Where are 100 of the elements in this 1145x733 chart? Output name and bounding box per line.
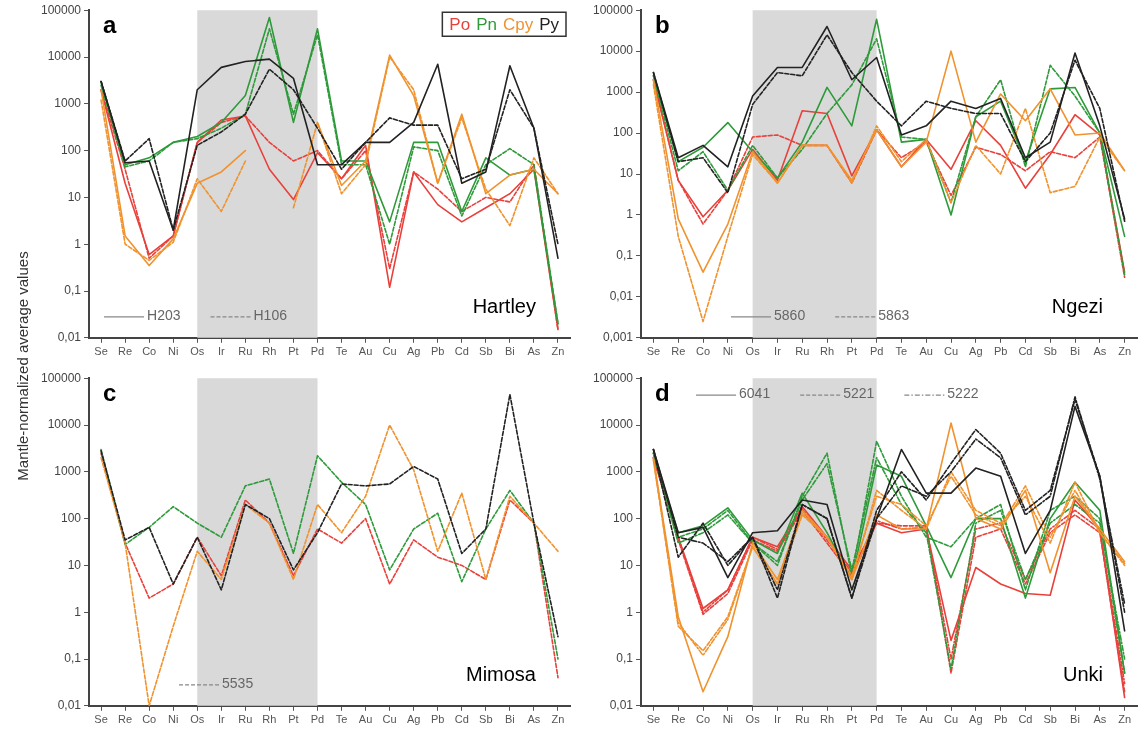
x-tick-label: Pt bbox=[288, 345, 299, 358]
x-tick-label: Re bbox=[118, 345, 133, 358]
y-tick-label: 100000 bbox=[593, 370, 634, 385]
x-tick-label: Re bbox=[118, 713, 133, 726]
y-tick-label: 10000 bbox=[47, 49, 82, 64]
y-tick-label: 100 bbox=[613, 125, 634, 140]
y-tick-label: 100000 bbox=[41, 370, 82, 385]
x-tick-label: Ni bbox=[168, 713, 179, 726]
y-tick-label: 1000 bbox=[54, 464, 82, 479]
y-tick-label: 100000 bbox=[41, 2, 82, 17]
x-tick-label: Sb bbox=[1043, 345, 1057, 358]
x-tick-label: Ir bbox=[217, 713, 225, 726]
x-tick-label: Zn bbox=[551, 713, 565, 726]
annotation: H203 bbox=[147, 306, 181, 323]
chart-title: b bbox=[655, 10, 670, 38]
x-tick-label: Ir bbox=[774, 713, 782, 726]
x-tick-label: Os bbox=[745, 345, 761, 358]
annotation: 6041 bbox=[739, 385, 771, 402]
y-tick-label: 1 bbox=[626, 207, 634, 222]
text: Py bbox=[539, 14, 560, 34]
y-tick-label: 1000 bbox=[606, 464, 634, 479]
x-tick-label: Ag bbox=[406, 713, 421, 726]
annotation: 5535 bbox=[222, 674, 254, 691]
x-tick-label: Re bbox=[671, 345, 686, 358]
x-tick-label: Au bbox=[919, 345, 933, 358]
x-tick-label: Cd bbox=[1018, 713, 1033, 726]
x-tick-label: Pb bbox=[431, 345, 445, 358]
x-tick-label: Cu bbox=[943, 345, 959, 358]
x-tick-label: Ir bbox=[217, 345, 225, 358]
y-tick-label: 0,01 bbox=[609, 698, 634, 713]
x-tick-label: Cu bbox=[943, 713, 959, 726]
x-tick-label: As bbox=[1093, 713, 1107, 726]
y-tick-label: 100 bbox=[61, 510, 82, 525]
chart-title: d bbox=[655, 378, 670, 406]
text: Hartley bbox=[472, 295, 536, 318]
x-tick-label: Au bbox=[919, 713, 933, 726]
x-tick-label: Ag bbox=[406, 345, 421, 358]
x-tick-label: Bi bbox=[504, 345, 515, 358]
y-tick-label: 100 bbox=[613, 510, 634, 525]
y-tick-label: 0,01 bbox=[57, 698, 82, 713]
x-tick-label: Te bbox=[895, 345, 908, 358]
x-tick-label: Bi bbox=[504, 713, 515, 726]
x-tick-label: Os bbox=[190, 345, 205, 358]
y-tick-label: 0,1 bbox=[616, 651, 634, 666]
x-tick-label: Se bbox=[646, 713, 661, 726]
x-tick-label: Pb bbox=[993, 345, 1008, 358]
x-tick-label: Au bbox=[358, 345, 373, 358]
x-tick-label: Se bbox=[646, 345, 661, 358]
x-tick-label: Re bbox=[671, 713, 686, 726]
x-tick-label: Pb bbox=[431, 713, 445, 726]
x-tick-label: Ag bbox=[969, 345, 983, 358]
x-tick-label: Cu bbox=[382, 345, 397, 358]
x-tick-label: Ni bbox=[722, 345, 734, 358]
text: Cpy bbox=[502, 14, 534, 34]
text: Po bbox=[449, 14, 471, 34]
y-tick-label: 10 bbox=[619, 166, 634, 181]
x-tick-label: Os bbox=[745, 713, 761, 726]
y-tick-label: 1000 bbox=[606, 84, 634, 99]
x-tick-label: Pd bbox=[869, 713, 884, 726]
x-tick-label: Co bbox=[696, 345, 711, 358]
x-tick-label: Pd bbox=[869, 345, 884, 358]
y-tick-label: 0,1 bbox=[64, 283, 82, 298]
x-tick-label: Ru bbox=[795, 713, 810, 726]
x-tick-label: Pt bbox=[846, 345, 858, 358]
y-tick-label: 100000 bbox=[593, 2, 634, 17]
x-tick-label: Cd bbox=[454, 345, 469, 358]
y-tick-label: 1 bbox=[626, 604, 634, 619]
y-tick-label: 10 bbox=[67, 557, 82, 572]
y-tick-label: 0,001 bbox=[603, 330, 634, 345]
x-tick-label: Pd bbox=[310, 345, 325, 358]
x-tick-label: Cd bbox=[1018, 345, 1033, 358]
x-tick-label: Rh bbox=[262, 713, 277, 726]
y-tick-label: 0,01 bbox=[57, 330, 82, 345]
x-tick-label: Se bbox=[94, 345, 108, 358]
x-tick-label: Ag bbox=[969, 713, 983, 726]
x-tick-label: Te bbox=[335, 345, 348, 358]
text: Mimosa bbox=[465, 663, 537, 686]
x-tick-label: Ru bbox=[795, 345, 810, 358]
x-tick-label: Os bbox=[190, 713, 205, 726]
y-tick-label: 1 bbox=[74, 604, 82, 619]
x-tick-label: Bi bbox=[1070, 345, 1080, 358]
text: Pn bbox=[476, 14, 497, 34]
y-tick-label: 10000 bbox=[599, 43, 634, 58]
chart-title: c bbox=[103, 378, 117, 406]
x-tick-label: Co bbox=[142, 345, 157, 358]
x-tick-label: Pt bbox=[846, 713, 858, 726]
x-tick-label: Bi bbox=[1070, 713, 1080, 726]
y-tick-label: 10000 bbox=[47, 417, 82, 432]
x-tick-label: Rh bbox=[820, 713, 835, 726]
x-tick-label: Zn bbox=[1118, 345, 1132, 358]
y-tick-label: 10000 bbox=[599, 417, 634, 432]
x-tick-label: Cd bbox=[454, 713, 469, 726]
x-tick-label: Zn bbox=[1118, 713, 1132, 726]
x-tick-label: Pb bbox=[993, 713, 1008, 726]
x-tick-label: Ni bbox=[722, 713, 734, 726]
annotation: H106 bbox=[253, 306, 288, 323]
x-tick-label: Se bbox=[94, 713, 108, 726]
chart-title: a bbox=[103, 10, 118, 38]
x-tick-label: Sb bbox=[479, 713, 493, 726]
x-tick-label: Ni bbox=[168, 345, 179, 358]
